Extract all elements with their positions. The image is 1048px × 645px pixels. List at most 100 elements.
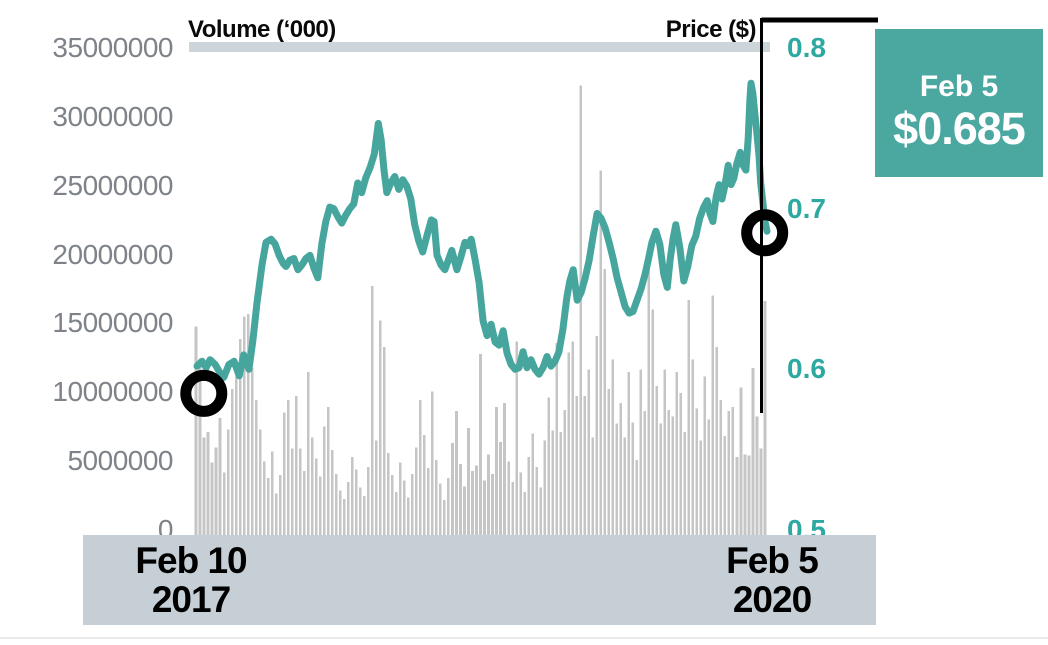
price-axis-title: Price ($)	[665, 16, 757, 43]
volume-bar	[222, 472, 226, 535]
volume-bar	[314, 458, 318, 535]
volume-bar	[747, 455, 751, 535]
volume-bar	[210, 462, 214, 535]
volume-bar	[415, 447, 418, 535]
callout-date-label: Feb 5	[919, 69, 999, 103]
volume-bar	[230, 388, 234, 535]
volume-bar	[575, 395, 578, 535]
volume-bar	[419, 400, 422, 535]
volume-bar	[483, 480, 486, 535]
volume-bar	[627, 372, 631, 535]
price-tick-label: 0.7	[787, 192, 826, 224]
volume-bar	[555, 342, 558, 535]
volume-bar	[455, 411, 458, 535]
volume-bar	[495, 406, 498, 535]
volume-bar	[687, 299, 691, 535]
volume-bar	[727, 411, 731, 535]
end-marker	[741, 209, 789, 257]
volume-bar	[603, 269, 607, 535]
end-date-line1: Feb 5	[726, 540, 819, 581]
volume-bar	[218, 418, 222, 535]
volume-bar	[387, 452, 390, 535]
volume-bar	[278, 475, 282, 535]
volume-bar	[338, 490, 342, 535]
volume-bar	[266, 477, 270, 535]
volume-bar	[270, 451, 274, 535]
volume-bar	[479, 354, 482, 535]
volume-bar	[699, 440, 703, 535]
volume-bar	[407, 497, 410, 535]
volume-bar	[467, 427, 470, 535]
header-strip	[189, 42, 770, 52]
volume-bar	[459, 464, 462, 535]
volume-bar	[326, 406, 330, 535]
volume-bar	[318, 476, 322, 535]
volume-tick-label: 25000000	[52, 169, 173, 201]
volume-bar	[206, 432, 210, 535]
volume-bar	[403, 480, 406, 535]
volume-bar	[286, 400, 290, 535]
volume-bar	[711, 295, 715, 535]
volume-bar	[599, 170, 603, 535]
volume-bar	[399, 462, 402, 535]
volume-bar	[375, 440, 378, 535]
x-axis-band	[83, 535, 876, 625]
volume-bar	[635, 459, 639, 535]
volume-bar	[346, 482, 350, 535]
volume-bar	[551, 430, 554, 535]
volume-bar	[274, 493, 278, 535]
volume-bar	[735, 457, 739, 535]
price-line	[193, 79, 771, 381]
volume-bars	[194, 85, 767, 535]
volume-bar	[475, 465, 478, 535]
volume-bar	[342, 498, 346, 535]
volume-bar	[282, 412, 286, 535]
volume-bar	[198, 358, 202, 535]
start-date-line1: Feb 10	[135, 540, 247, 581]
volume-bar	[194, 326, 198, 535]
volume-bar	[731, 406, 735, 535]
volume-bar	[623, 437, 627, 535]
volume-bar	[306, 372, 310, 535]
point-markers	[180, 209, 789, 417]
volume-bar	[423, 434, 426, 535]
volume-bar	[350, 457, 354, 535]
volume-bar	[214, 447, 218, 535]
volume-bar	[587, 369, 590, 535]
volume-bar	[363, 496, 366, 535]
volume-bar	[354, 469, 358, 535]
volume-bar	[523, 491, 526, 535]
volume-bar	[515, 341, 518, 535]
volume-bar	[683, 432, 687, 535]
volume-bar	[511, 482, 514, 535]
volume-bar	[202, 437, 206, 535]
volume-bar	[395, 491, 398, 535]
volume-bar	[471, 470, 474, 535]
volume-bar	[322, 426, 326, 535]
volume-bar	[715, 347, 719, 535]
page-bottom-divider	[0, 637, 1048, 639]
volume-bar	[463, 486, 466, 535]
volume-bar	[435, 459, 438, 535]
volume-bar	[439, 483, 442, 535]
volume-bar	[427, 468, 430, 535]
volume-bar	[254, 400, 258, 535]
volume-bar	[579, 85, 582, 535]
volume-bar	[703, 376, 707, 535]
volume-bar	[671, 416, 675, 535]
volume-bar	[655, 386, 659, 535]
volume-bar	[567, 352, 570, 535]
volume-bar	[695, 408, 699, 535]
volume-bar	[371, 285, 374, 535]
volume-bar	[763, 301, 767, 535]
volume-bar	[226, 429, 230, 535]
volume-bar	[527, 457, 530, 535]
volume-bar	[262, 461, 266, 535]
volume-bar	[643, 411, 647, 535]
volume-bar	[663, 369, 667, 535]
volume-bar	[290, 448, 294, 535]
volume-bar	[499, 441, 502, 535]
volume-bar	[383, 347, 386, 535]
